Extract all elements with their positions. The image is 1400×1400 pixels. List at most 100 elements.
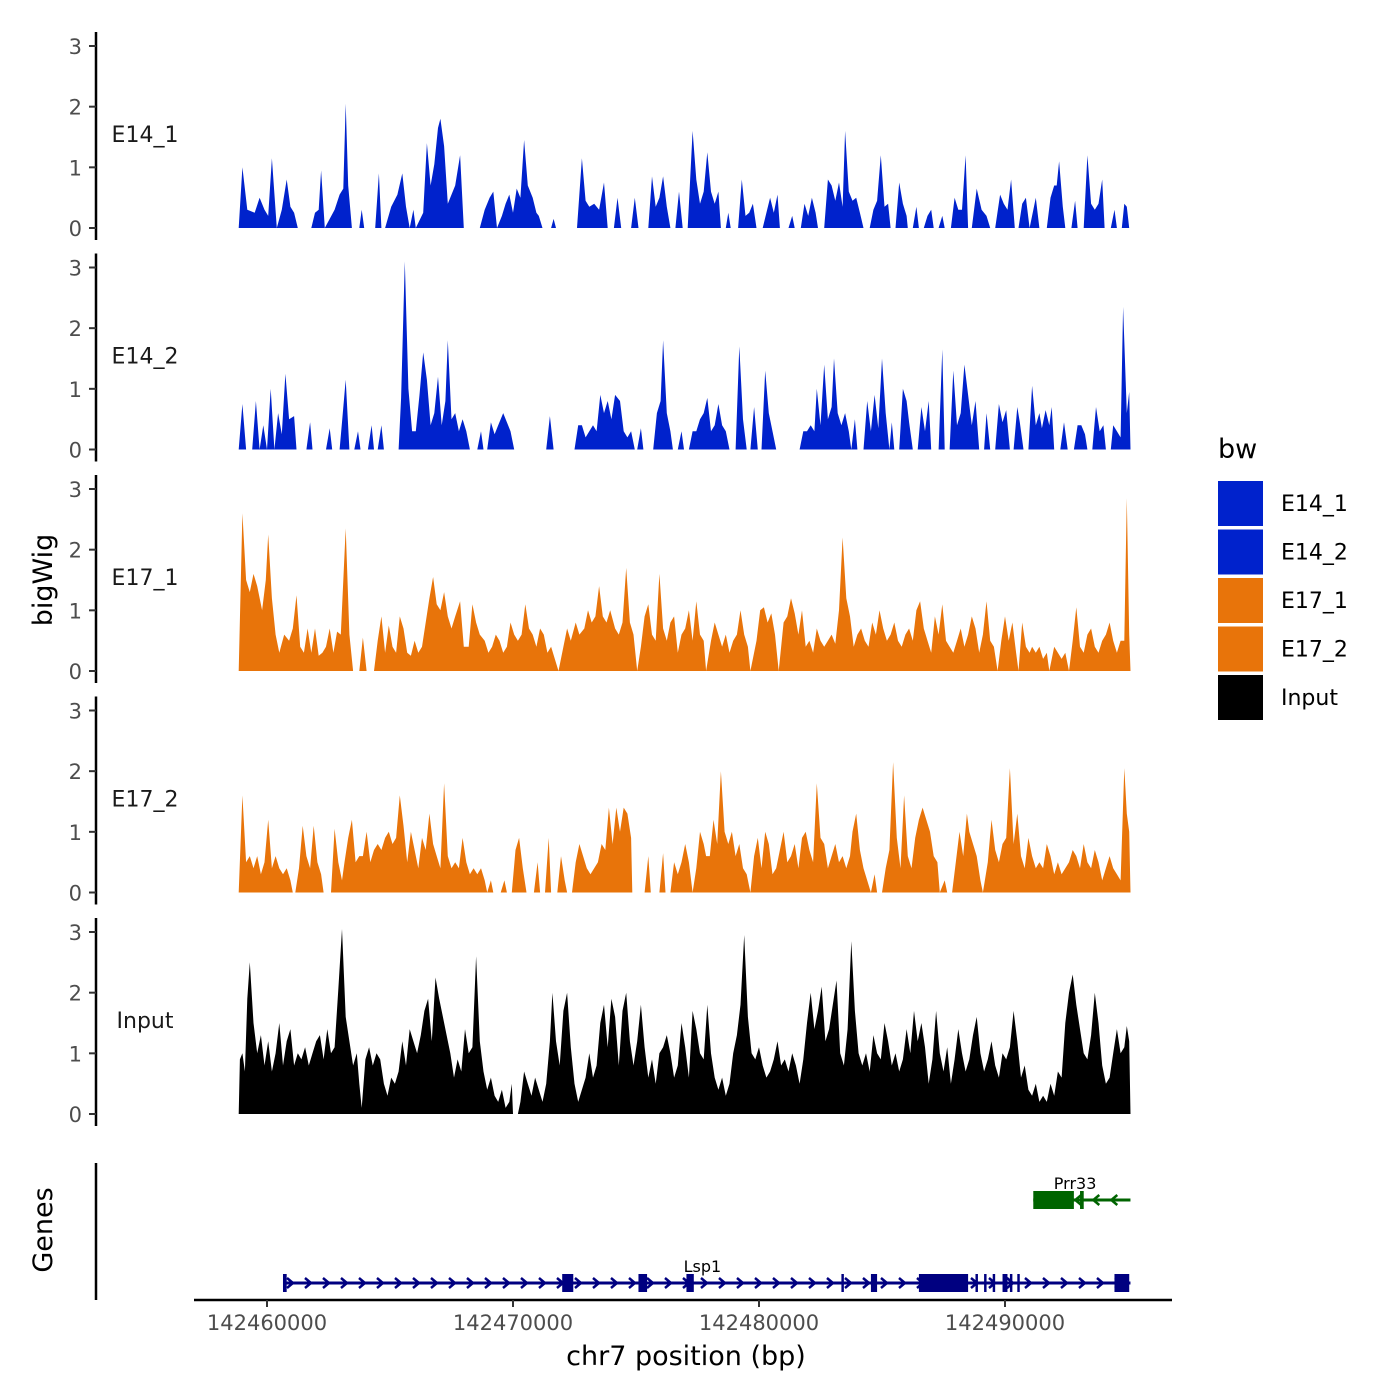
track-area bbox=[238, 261, 1131, 450]
legend-label: E17_2 bbox=[1281, 638, 1348, 663]
track-area bbox=[238, 929, 1131, 1114]
strand-arrow bbox=[1024, 1277, 1033, 1289]
strand-arrow bbox=[844, 1277, 853, 1289]
y-tick-label: 1 bbox=[69, 156, 82, 180]
legend: bw E14_1 E14_2 E17_1 E17_2 Input bbox=[1218, 434, 1348, 720]
gene-label: Prr33 bbox=[1054, 1174, 1097, 1193]
y-tick-label: 3 bbox=[69, 478, 82, 502]
strand-arrow bbox=[1042, 1277, 1051, 1289]
y-tick-label: 0 bbox=[69, 1103, 82, 1127]
legend-label: E17_1 bbox=[1281, 589, 1348, 614]
legend-label: E14_2 bbox=[1281, 541, 1348, 566]
y-tick-label: 0 bbox=[69, 217, 82, 241]
strand-arrow bbox=[430, 1277, 439, 1289]
strand-arrow bbox=[718, 1277, 727, 1289]
x-tick-label: 142460000 bbox=[207, 1311, 327, 1335]
track-E14_1: 0 1 2 3 E14_1 bbox=[69, 32, 1130, 241]
strand-arrow bbox=[448, 1277, 457, 1289]
track-area bbox=[238, 103, 1130, 228]
x-tick-label: 142490000 bbox=[945, 1311, 1065, 1335]
gene-exon bbox=[975, 1274, 978, 1292]
y-tick-label: 3 bbox=[69, 700, 82, 724]
strand-arrow bbox=[628, 1277, 637, 1289]
x-axis-title: chr7 position (bp) bbox=[566, 1341, 806, 1372]
gene-exon bbox=[282, 1274, 287, 1292]
legend-item: E14_1 bbox=[1218, 481, 1348, 526]
strand-arrow bbox=[736, 1277, 745, 1289]
y-tick-label: 2 bbox=[69, 317, 82, 341]
gene-exon bbox=[1080, 1191, 1084, 1209]
strand-arrow bbox=[538, 1277, 547, 1289]
gene-exon bbox=[918, 1274, 969, 1292]
y-tick-label: 2 bbox=[69, 539, 82, 563]
strand-arrow bbox=[358, 1277, 367, 1289]
strand-arrow bbox=[610, 1277, 619, 1289]
genes-axis-title: Genes bbox=[28, 1187, 59, 1272]
strand-arrow bbox=[826, 1277, 835, 1289]
strand-arrow bbox=[376, 1277, 385, 1289]
gene-label: Lsp1 bbox=[684, 1257, 722, 1276]
strand-arrow bbox=[484, 1277, 493, 1289]
strand-arrow bbox=[394, 1277, 403, 1289]
gene-exon bbox=[1114, 1274, 1130, 1292]
strand-arrow bbox=[1078, 1277, 1087, 1289]
strand-arrow bbox=[1096, 1277, 1105, 1289]
legend-item: E17_2 bbox=[1218, 626, 1348, 672]
legend-label: Input bbox=[1281, 686, 1338, 711]
x-tick-label: 142480000 bbox=[699, 1311, 819, 1335]
strand-arrow bbox=[340, 1277, 349, 1289]
track-label: Input bbox=[117, 1009, 174, 1034]
strand-arrow bbox=[754, 1277, 763, 1289]
strand-arrow bbox=[592, 1277, 601, 1289]
legend-label: E14_1 bbox=[1281, 492, 1348, 517]
y-tick-label: 2 bbox=[69, 982, 82, 1006]
strand-arrow bbox=[1060, 1277, 1069, 1289]
track-E17_1: 0 1 2 3 E17_1 bbox=[69, 475, 1131, 684]
track-label: E14_2 bbox=[112, 345, 179, 370]
legend-items: E14_1 E14_2 E17_1 E17_2 Input bbox=[1218, 481, 1348, 720]
track-label: E14_1 bbox=[112, 123, 179, 148]
y-tick-label: 2 bbox=[69, 96, 82, 120]
genes-layer: Prr33 Lsp1 bbox=[282, 1174, 1131, 1292]
strand-arrow bbox=[304, 1277, 313, 1289]
strand-arrow bbox=[412, 1277, 421, 1289]
strand-arrow bbox=[322, 1277, 331, 1289]
gene-exon bbox=[1002, 1274, 1008, 1292]
strand-arrow bbox=[574, 1277, 583, 1289]
strand-arrow bbox=[502, 1277, 511, 1289]
gene-Prr33: Prr33 bbox=[1033, 1174, 1131, 1209]
y-tick-label: 3 bbox=[69, 921, 82, 945]
strand-arrow bbox=[1091, 1194, 1101, 1206]
y-axis-title: bigWig bbox=[28, 534, 59, 627]
legend-title: bw bbox=[1218, 434, 1257, 465]
track-label: E17_2 bbox=[112, 788, 179, 813]
y-tick-label: 1 bbox=[69, 1042, 82, 1066]
strand-arrow bbox=[520, 1277, 529, 1289]
gene-exon bbox=[562, 1274, 574, 1292]
y-tick-label: 3 bbox=[69, 257, 82, 281]
track-area bbox=[238, 498, 1131, 671]
gene-exon bbox=[686, 1274, 694, 1292]
strand-arrow bbox=[808, 1277, 817, 1289]
legend-swatch bbox=[1218, 529, 1263, 575]
track-E14_2: 0 1 2 3 E14_2 bbox=[69, 253, 1131, 463]
strand-arrow bbox=[700, 1277, 709, 1289]
x-axis: 142460000 142470000 142480000 142490000 bbox=[194, 1298, 1172, 1335]
gene-exon bbox=[841, 1274, 844, 1292]
gene-exon bbox=[1009, 1274, 1013, 1292]
gene-exon bbox=[992, 1274, 996, 1292]
x-ticks: 142460000 142470000 142480000 142490000 bbox=[207, 1300, 1065, 1335]
x-tick-label: 142470000 bbox=[453, 1311, 573, 1335]
track-area bbox=[238, 762, 1131, 893]
legend-item: E17_1 bbox=[1218, 578, 1348, 623]
strand-arrow bbox=[772, 1277, 781, 1289]
strand-arrow bbox=[898, 1277, 907, 1289]
strand-arrow bbox=[466, 1277, 475, 1289]
track-label: E17_1 bbox=[112, 566, 179, 591]
track-E17_2: 0 1 2 3 E17_2 bbox=[69, 696, 1131, 906]
strand-arrow bbox=[664, 1277, 673, 1289]
y-tick-label: 1 bbox=[69, 599, 82, 623]
strand-arrow bbox=[1073, 1194, 1083, 1206]
gene-Lsp1: Lsp1 bbox=[282, 1257, 1131, 1292]
legend-item: E14_2 bbox=[1218, 529, 1348, 575]
